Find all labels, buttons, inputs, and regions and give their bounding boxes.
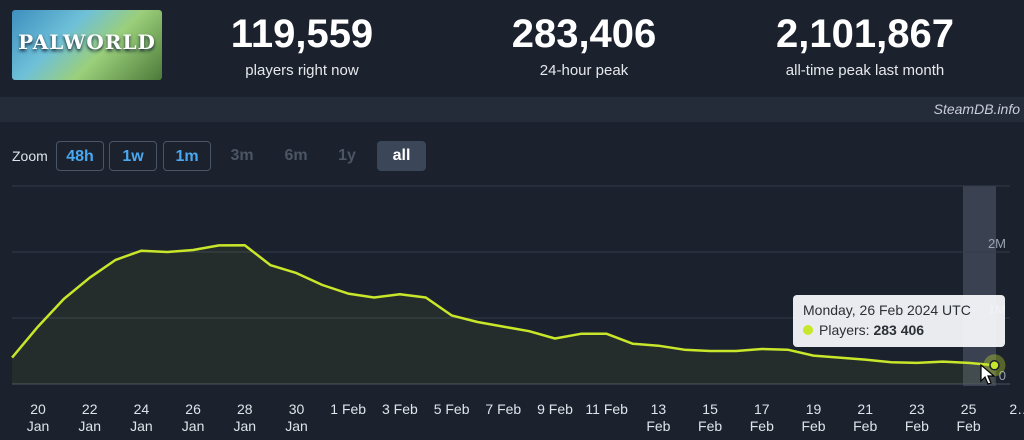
x-tick-month: Feb: [646, 418, 670, 434]
x-tick-month: Jan: [78, 418, 101, 434]
stat-value: 119,559: [230, 12, 374, 56]
x-tick-month: Feb: [957, 418, 981, 434]
x-tick-label: 9 Feb: [537, 401, 573, 417]
x-tick-month: Feb: [853, 418, 877, 434]
x-tick-label: 21: [857, 401, 873, 417]
x-tick-month: Feb: [801, 418, 825, 434]
x-tick-label: 15: [702, 401, 718, 417]
tooltip-value: 283 406: [873, 322, 925, 338]
x-tick-label: 23: [909, 401, 925, 417]
tooltip-series-label: Players:: [819, 322, 870, 338]
stat-players-now: 119,559 players right now: [192, 12, 412, 79]
x-tick-month: Feb: [750, 418, 774, 434]
zoom-48h-button[interactable]: 48h: [56, 141, 104, 171]
x-tick-label: 7 Feb: [485, 401, 521, 417]
x-tick-month: Feb: [698, 418, 722, 434]
zoom-1w-button[interactable]: 1w: [109, 141, 157, 171]
series-color-dot: [803, 325, 813, 335]
chart-gridlines: [12, 185, 1010, 385]
x-tick-label: 30: [289, 401, 305, 417]
x-tick-label: 2…: [1009, 401, 1024, 417]
x-tick-label: 26: [185, 401, 201, 417]
x-tick-month: Feb: [905, 418, 929, 434]
game-logo[interactable]: PALWORLD: [12, 10, 162, 80]
zoom-1y-button: 1y: [338, 147, 356, 164]
hover-column: [963, 186, 996, 386]
series-area: [12, 245, 995, 384]
x-tick-label: 17: [754, 401, 770, 417]
series-line: [11, 244, 995, 367]
x-tick-label: 11 Feb: [585, 401, 628, 417]
tooltip-date: Monday, 26 Feb 2024 UTC: [803, 302, 971, 318]
zoom-3m-button: 3m: [230, 147, 254, 164]
tooltip-row: Players: 283 406: [803, 322, 995, 338]
zoom-1m-button[interactable]: 1m: [163, 141, 211, 171]
x-tick-month: Jan: [182, 418, 205, 434]
x-tick-month: Jan: [285, 418, 308, 434]
x-tick-label: 13: [651, 401, 667, 417]
x-tick-label: 28: [237, 401, 253, 417]
zoom-all-button[interactable]: all: [377, 141, 426, 171]
highlight-point[interactable]: [989, 360, 1000, 371]
stat-all-time-peak: 2,101,867 all-time peak last month: [755, 12, 975, 79]
stat-label: 24-hour peak: [539, 62, 629, 79]
stat-value: 2,101,867: [776, 12, 954, 56]
steamdb-credit[interactable]: SteamDB.info: [933, 101, 1020, 117]
x-tick-month: Jan: [130, 418, 153, 434]
x-tick-label: 1 Feb: [330, 401, 366, 417]
zoom-label: Zoom: [12, 148, 48, 164]
credit-band: [0, 97, 1024, 122]
x-tick-label: 19: [806, 401, 822, 417]
y-tick-label: 2M: [988, 236, 1006, 251]
x-tick-label: 24: [134, 401, 150, 417]
x-tick-label: 20: [30, 401, 46, 417]
header: PALWORLD 119,559 players right now 283,4…: [0, 0, 1024, 97]
game-logo-text: PALWORLD: [18, 30, 156, 54]
x-tick-month: Jan: [234, 418, 257, 434]
x-tick-label: 25: [961, 401, 977, 417]
mouse-cursor-icon: [980, 364, 996, 385]
chart-tooltip: Monday, 26 Feb 2024 UTC Players: 283 406: [793, 295, 1005, 347]
stat-24h-peak: 283,406 24-hour peak: [474, 12, 694, 79]
y-tick-label: 0: [999, 368, 1006, 383]
stat-label: all-time peak last month: [785, 62, 945, 79]
x-tick-month: Jan: [27, 418, 50, 434]
x-tick-label: 22: [82, 401, 98, 417]
zoom-6m-button: 6m: [284, 147, 308, 164]
stat-value: 283,406: [511, 12, 657, 56]
x-tick-label: 3 Feb: [382, 401, 418, 417]
stat-label: players right now: [245, 62, 359, 79]
x-tick-label: 5 Feb: [434, 401, 470, 417]
